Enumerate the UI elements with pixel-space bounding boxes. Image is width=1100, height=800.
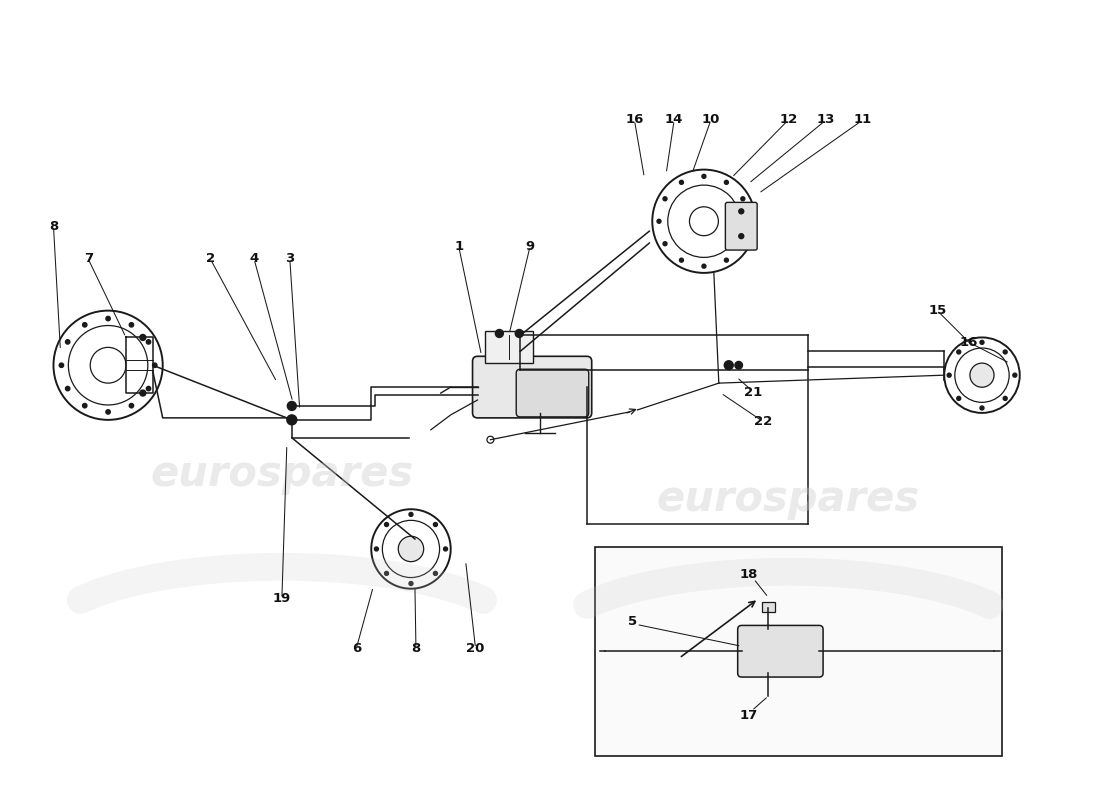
Circle shape xyxy=(680,180,683,184)
Text: 9: 9 xyxy=(526,239,535,253)
Text: 16: 16 xyxy=(960,336,978,349)
Circle shape xyxy=(66,386,70,390)
Text: 2: 2 xyxy=(206,253,214,266)
Text: eurospares: eurospares xyxy=(151,454,414,495)
Text: 8: 8 xyxy=(411,642,420,654)
Text: eurospares: eurospares xyxy=(657,478,920,520)
FancyBboxPatch shape xyxy=(473,356,592,418)
Circle shape xyxy=(725,180,728,184)
Circle shape xyxy=(385,522,388,526)
Circle shape xyxy=(970,363,994,387)
Circle shape xyxy=(398,536,424,562)
Circle shape xyxy=(385,571,388,575)
Text: 1: 1 xyxy=(454,239,463,253)
Circle shape xyxy=(957,397,960,400)
Circle shape xyxy=(129,322,133,327)
Circle shape xyxy=(747,219,751,223)
Text: 19: 19 xyxy=(273,592,292,605)
FancyBboxPatch shape xyxy=(516,370,588,417)
Text: 14: 14 xyxy=(664,114,683,126)
Circle shape xyxy=(657,219,661,223)
Circle shape xyxy=(980,406,984,410)
Circle shape xyxy=(82,403,87,408)
Circle shape xyxy=(495,330,504,338)
Text: 7: 7 xyxy=(84,253,92,266)
Circle shape xyxy=(106,316,110,321)
Circle shape xyxy=(740,197,745,201)
Text: 8: 8 xyxy=(48,220,58,233)
Circle shape xyxy=(1003,397,1008,400)
Circle shape xyxy=(680,258,683,262)
Circle shape xyxy=(433,522,438,526)
Circle shape xyxy=(409,582,412,586)
FancyBboxPatch shape xyxy=(725,202,757,250)
Circle shape xyxy=(409,513,412,516)
Circle shape xyxy=(663,197,667,201)
Circle shape xyxy=(106,410,110,414)
Text: 15: 15 xyxy=(928,304,946,317)
Text: 20: 20 xyxy=(466,642,485,654)
Text: 4: 4 xyxy=(250,253,258,266)
Circle shape xyxy=(739,234,744,238)
Circle shape xyxy=(663,242,667,246)
Text: 18: 18 xyxy=(739,568,758,582)
Circle shape xyxy=(702,264,706,268)
Circle shape xyxy=(66,340,70,344)
Text: 17: 17 xyxy=(739,710,758,722)
Circle shape xyxy=(153,363,157,367)
Text: 13: 13 xyxy=(817,114,835,126)
FancyBboxPatch shape xyxy=(738,626,823,677)
Circle shape xyxy=(1003,350,1008,354)
Circle shape xyxy=(724,361,734,370)
Circle shape xyxy=(1013,373,1016,377)
Bar xyxy=(761,602,776,611)
Circle shape xyxy=(980,340,984,344)
FancyBboxPatch shape xyxy=(485,331,534,363)
Circle shape xyxy=(374,547,378,551)
Circle shape xyxy=(146,340,151,344)
Text: 16: 16 xyxy=(625,114,644,126)
Circle shape xyxy=(82,322,87,327)
Text: 10: 10 xyxy=(702,114,721,126)
Circle shape xyxy=(146,386,151,390)
Text: 21: 21 xyxy=(745,386,762,398)
Circle shape xyxy=(287,415,297,425)
Text: 3: 3 xyxy=(285,253,295,266)
Text: 11: 11 xyxy=(854,114,872,126)
Text: 6: 6 xyxy=(352,642,361,654)
Circle shape xyxy=(957,350,960,354)
Circle shape xyxy=(947,373,952,377)
Text: 12: 12 xyxy=(779,114,798,126)
Circle shape xyxy=(287,402,296,410)
Circle shape xyxy=(140,334,146,341)
Circle shape xyxy=(725,258,728,262)
Circle shape xyxy=(59,363,64,367)
Circle shape xyxy=(739,209,744,214)
Circle shape xyxy=(702,174,706,178)
Bar xyxy=(595,547,1002,755)
Circle shape xyxy=(740,242,745,246)
Circle shape xyxy=(140,390,146,396)
Circle shape xyxy=(433,571,438,575)
Circle shape xyxy=(515,330,524,338)
Text: 22: 22 xyxy=(755,415,772,428)
Text: 5: 5 xyxy=(628,615,637,628)
Circle shape xyxy=(129,403,133,408)
Circle shape xyxy=(443,547,448,551)
Circle shape xyxy=(735,362,743,369)
